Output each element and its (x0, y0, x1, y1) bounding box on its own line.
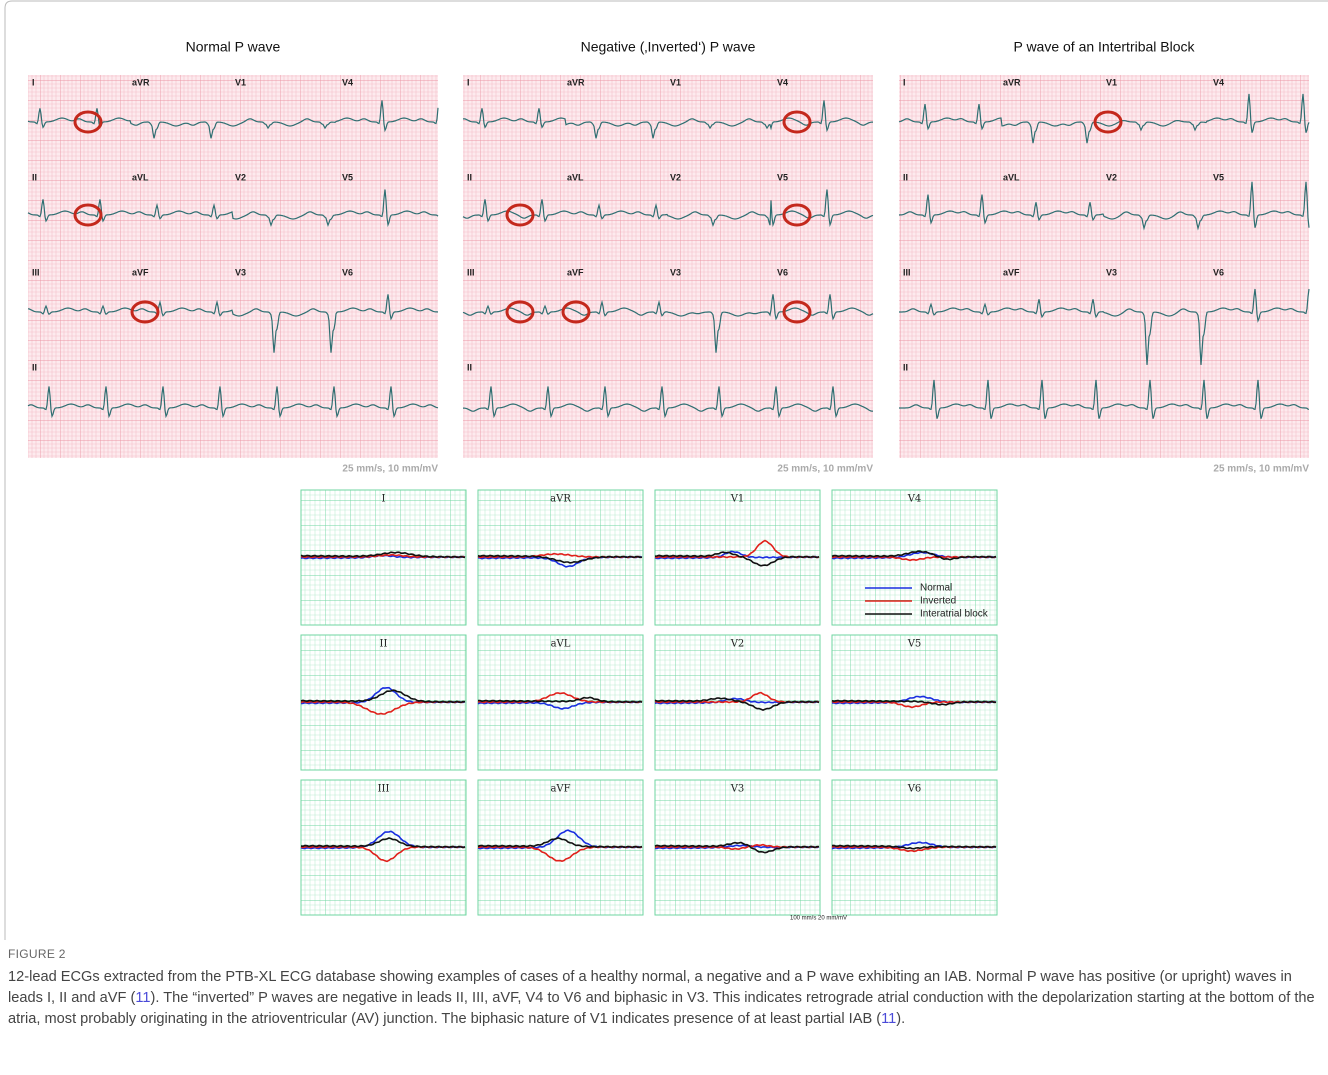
lead-label: aVF (1003, 267, 1020, 277)
lead-label: II (467, 172, 472, 182)
avg-lead-label: V3 (730, 784, 745, 795)
lead-label: V6 (342, 267, 353, 277)
lead-label: III (32, 267, 40, 277)
lead-label: V2 (670, 172, 681, 182)
panel-title: Normal P wave (186, 39, 281, 55)
lead-label: III (467, 267, 475, 277)
lead-label: aVL (132, 172, 149, 182)
lead-label: aVL (567, 172, 584, 182)
lead-label: V6 (777, 267, 788, 277)
lead-label: V2 (235, 172, 246, 182)
ecg-grid (463, 75, 873, 458)
avg-lead-label: II (380, 639, 388, 650)
legend-label: Interatrial block (920, 609, 989, 620)
caption-text: ). (896, 1011, 905, 1027)
lead-label: II (32, 172, 37, 182)
lead-label: V3 (235, 267, 246, 277)
lead-label: V4 (342, 77, 353, 87)
scale-label: 25 mm/s, 10 mm/mV (342, 464, 438, 475)
reference-link[interactable]: 11 (881, 1011, 896, 1027)
avg-lead-label: V2 (730, 639, 745, 650)
lead-label: V3 (1106, 267, 1117, 277)
lead-label: V5 (342, 172, 353, 182)
lead-label: III (903, 267, 911, 277)
avg-lead-label: aVL (551, 639, 571, 650)
lead-label: V5 (1213, 172, 1224, 182)
lead-label: V1 (670, 77, 681, 87)
scale-label: 25 mm/s, 10 mm/mV (1213, 464, 1309, 475)
lead-label: aVL (1003, 172, 1020, 182)
lead-label: aVF (132, 267, 149, 277)
lead-label: I (467, 77, 470, 87)
lead-label: V4 (777, 77, 788, 87)
avg-lead-label: V5 (907, 639, 922, 650)
avg-lead-label: aVF (550, 784, 570, 795)
lead-label: I (32, 77, 35, 87)
avg-lead-label: I (382, 494, 386, 505)
avg-lead-label: aVR (550, 494, 571, 505)
lead-label: II (32, 362, 37, 372)
avg-lead-label: V4 (907, 494, 922, 505)
scale-label: 25 mm/s, 10 mm/mV (777, 464, 873, 475)
lead-label: aVF (567, 267, 584, 277)
lead-label: V2 (1106, 172, 1117, 182)
lead-label: II (467, 362, 472, 372)
lead-label: V6 (1213, 267, 1224, 277)
lead-label: aVR (132, 77, 150, 87)
lead-label: V5 (777, 172, 788, 182)
avg-lead-label: V6 (907, 784, 922, 795)
figure-label: FIGURE 2 (8, 947, 66, 961)
reference-link[interactable]: 11 (135, 990, 150, 1006)
caption: 12-lead ECGs extracted from the PTB-XL E… (8, 967, 1320, 1030)
lead-label: I (903, 77, 906, 87)
lead-label: II (903, 362, 908, 372)
avg-lead-label: V1 (730, 494, 745, 505)
caption-text: ). The “inverted” P waves are negative i… (8, 990, 1315, 1027)
avg-scale: 100 mm/s 20 mm/mV (790, 916, 847, 922)
lead-label: aVR (567, 77, 585, 87)
legend-label: Inverted (920, 596, 956, 607)
lead-label: aVR (1003, 77, 1021, 87)
panel-title: Negative (‚Inverted‘) P wave (581, 39, 756, 55)
panel-title: P wave of an Intertribal Block (1013, 39, 1195, 55)
lead-label: II (903, 172, 908, 182)
lead-label: V1 (1106, 77, 1117, 87)
lead-label: V3 (670, 267, 681, 277)
lead-label: V1 (235, 77, 246, 87)
avg-lead-label: III (378, 784, 390, 795)
page: Normal P waveIaVRV1V4IIaVLV2V5IIIaVFV3V6… (0, 0, 1328, 1075)
legend-label: Normal (920, 583, 952, 594)
lead-label: V4 (1213, 77, 1224, 87)
